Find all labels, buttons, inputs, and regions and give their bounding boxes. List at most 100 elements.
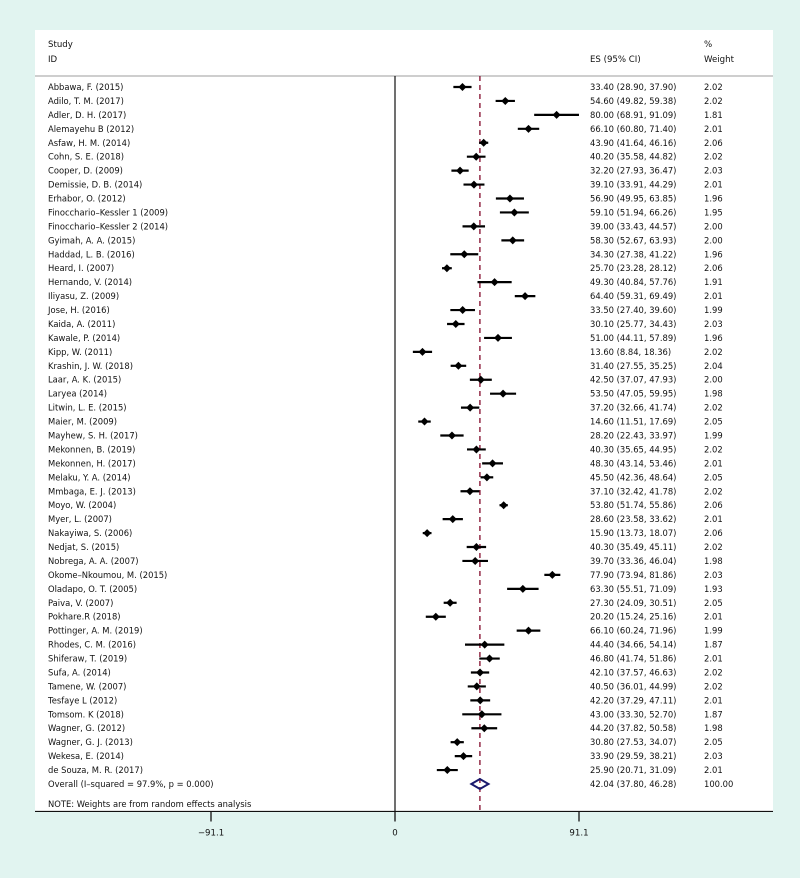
weight-value: 1.96	[704, 333, 723, 343]
point-estimate-marker	[458, 83, 467, 91]
weight-value: 1.87	[704, 709, 723, 719]
study-id: Erhabor, O. (2012)	[48, 194, 126, 204]
study-row: Melaku, Y. A. (2014) 45.50 (42.36, 48.64)…	[48, 472, 723, 482]
weight-value: 2.06	[704, 138, 723, 148]
study-id: Tesfaye L (2012)	[47, 695, 117, 705]
weight-value: 1.81	[704, 110, 723, 120]
study-row: Heard, I. (2007) 25.70 (23.28, 28.12) 2.06	[48, 263, 723, 273]
weight-value: 2.02	[704, 542, 723, 552]
study-id: Okome–Nkoumou, M. (2015)	[48, 570, 167, 580]
study-row: Kaida, A. (2011) 30.10 (25.77, 34.43) 2.03	[48, 319, 723, 329]
study-row: Nobrega, A. A. (2007) 39.70 (33.36, 46.04…	[48, 556, 723, 566]
study-row: Okome–Nkoumou, M. (2015) 77.90 (73.94, 81…	[48, 570, 723, 580]
study-row: Nakayiwa, S. (2006) 15.90 (13.73, 18.07) 2…	[48, 528, 723, 538]
weight-value: 2.01	[704, 695, 723, 705]
es-ci-value: 51.00 (44.11, 57.89)	[590, 333, 676, 343]
point-estimate-marker	[448, 515, 457, 524]
point-estimate-marker	[469, 222, 478, 231]
study-row: Asfaw, H. M. (2014) 43.90 (41.64, 46.16) 2…	[48, 138, 723, 148]
header-id: ID	[48, 55, 58, 65]
weight-value: 2.06	[704, 528, 723, 538]
weight-value: 1.96	[704, 194, 723, 204]
point-estimate-marker	[446, 598, 455, 607]
study-row: Krashin, J. W. (2018) 31.40 (27.55, 35.25…	[48, 361, 723, 371]
weight-value: 1.91	[704, 277, 723, 287]
study-id: Wekesa, E. (2014)	[48, 751, 124, 761]
weight-value: 1.93	[704, 584, 723, 594]
es-ci-value: 27.30 (24.09, 30.51)	[590, 598, 676, 608]
weight-value: 2.04	[704, 361, 723, 371]
point-estimate-marker	[510, 208, 519, 217]
weight-value: 2.02	[704, 82, 723, 92]
study-id: Nobrega, A. A. (2007)	[48, 556, 139, 566]
study-row: Finocchario–Kessler 2 (2014) 39.00 (33.43…	[48, 221, 723, 231]
study-id: Cohn, S. E. (2018)	[48, 152, 124, 162]
weight-value: 1.99	[704, 626, 723, 636]
study-id: Pottinger, A. M. (2019)	[48, 626, 143, 636]
es-ci-value: 53.80 (51.74, 55.86)	[590, 500, 676, 510]
es-ci-value: 45.50 (42.36, 48.64)	[590, 472, 676, 482]
es-ci-value: 39.10 (33.91, 44.29)	[590, 180, 676, 190]
es-ci-value: 30.80 (27.53, 34.07)	[590, 737, 676, 747]
study-row: Mmbaga, E. J. (2013) 37.10 (32.42, 41.78)…	[48, 486, 723, 496]
weight-value: 2.02	[704, 681, 723, 691]
study-id: Moyo, W. (2004)	[48, 500, 116, 510]
study-row: Tesfaye L (2012) 42.20 (37.29, 47.11) 2.01	[47, 695, 723, 705]
es-ci-value: 13.60 (8.84, 18.36)	[590, 347, 671, 357]
study-row: Erhabor, O. (2012) 56.90 (49.95, 63.85) 1.…	[48, 194, 723, 204]
point-estimate-marker	[476, 375, 485, 384]
es-ci-value: 66.10 (60.80, 71.40)	[590, 124, 676, 134]
weight-value: 2.03	[704, 570, 723, 580]
study-id: Haddad, L. B. (2016)	[48, 249, 135, 259]
weight-value: 2.03	[704, 319, 723, 329]
study-id: Demissie, D. B. (2014)	[48, 180, 142, 190]
header-es: ES (95% CI)	[590, 55, 641, 65]
study-id: Cooper, D. (2009)	[48, 166, 123, 176]
study-id: Kawale, P. (2014)	[48, 333, 120, 343]
study-row: Kipp, W. (2011) 13.60 (8.84, 18.36) 2.02	[48, 347, 723, 357]
es-ci-value: 33.90 (29.59, 38.21)	[590, 751, 676, 761]
es-ci-value: 63.30 (55.51, 71.09)	[590, 584, 676, 594]
forest-plot: Study ID ES (95% CI) % Weight Abbawa, F.…	[35, 40, 773, 812]
point-estimate-marker	[552, 110, 561, 119]
es-ci-value: 33.50 (27.40, 39.60)	[590, 305, 676, 315]
study-row: Iliyasu, Z. (2009) 64.40 (59.31, 69.49) 2.…	[48, 291, 723, 301]
study-row: Hernando, V. (2014) 49.30 (40.84, 57.76) 1…	[48, 277, 723, 287]
study-row: Finocchario–Kessler 1 (2009) 59.10 (51.94…	[48, 207, 723, 217]
study-id: Tomsom. K (2018)	[47, 709, 124, 719]
study-row: Haddad, L. B. (2016) 34.30 (27.38, 41.22)…	[48, 249, 723, 259]
point-estimate-marker	[524, 124, 533, 133]
es-ci-value: 54.60 (49.82, 59.38)	[590, 96, 676, 106]
weight-value: 2.02	[704, 486, 723, 496]
es-ci-value: 42.20 (37.29, 47.11)	[590, 695, 676, 705]
weight-value: 2.02	[704, 403, 723, 413]
weight-value: 2.00	[704, 235, 723, 245]
study-id: Finocchario–Kessler 1 (2009)	[48, 207, 168, 217]
point-estimate-marker	[447, 431, 456, 440]
study-row: Adler, D. H. (2017) 80.00 (68.91, 91.09) 1…	[48, 110, 723, 120]
study-id: Nakayiwa, S. (2006)	[48, 528, 132, 538]
weight-value: 2.02	[704, 667, 723, 677]
forest-plot-panel: Study ID ES (95% CI) % Weight Abbawa, F.…	[35, 30, 773, 812]
weight-value: 2.00	[704, 375, 723, 385]
study-id: Krashin, J. W. (2018)	[48, 361, 133, 371]
weight-value: 1.99	[704, 431, 723, 441]
es-ci-value: 32.20 (27.93, 36.47)	[590, 166, 676, 176]
study-id: Shiferaw, T. (2019)	[48, 654, 127, 664]
point-estimate-marker	[472, 152, 481, 161]
weight-value: 2.01	[704, 514, 723, 524]
es-ci-value: 33.40 (28.90, 37.90)	[590, 82, 676, 92]
study-id: de Souza, M. R. (2017)	[48, 765, 143, 775]
study-id: Myer, L. (2007)	[48, 514, 112, 524]
plot-area	[394, 76, 481, 812]
study-id: Laar, A. K. (2015)	[48, 375, 121, 385]
es-ci-value: 44.40 (34.66, 54.14)	[590, 640, 676, 650]
point-estimate-marker	[471, 556, 480, 565]
point-estimate-marker	[477, 710, 486, 719]
study-id: Sufa, A. (2014)	[48, 667, 111, 677]
study-row: de Souza, M. R. (2017) 25.90 (20.71, 31.0…	[48, 765, 723, 775]
weight-value: 1.98	[704, 389, 723, 399]
point-estimate-marker	[518, 584, 527, 593]
point-estimate-marker	[431, 612, 440, 621]
